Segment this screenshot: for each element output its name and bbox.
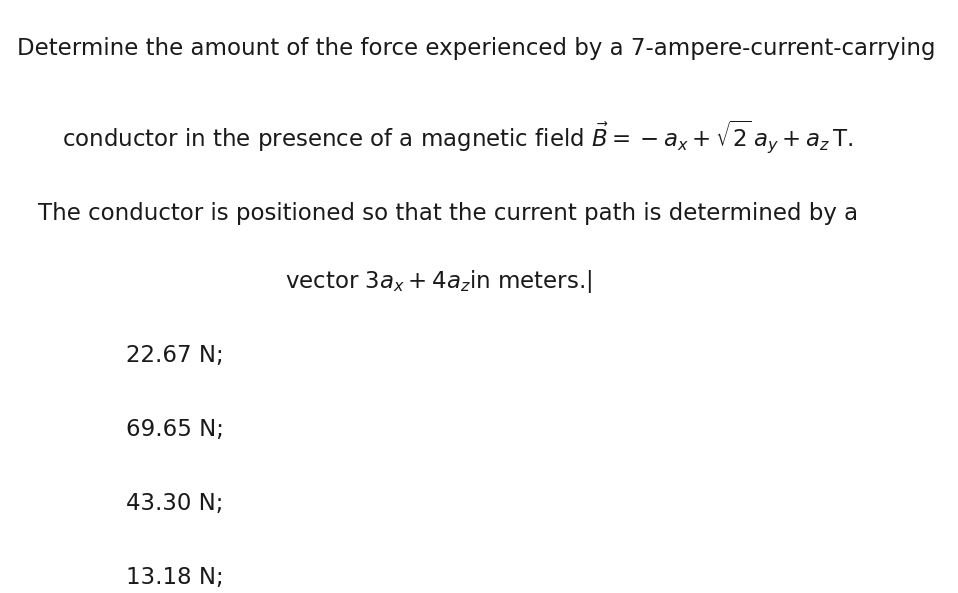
Text: 22.67 N;: 22.67 N; — [126, 344, 224, 367]
Text: 13.18 N;: 13.18 N; — [126, 566, 224, 589]
Text: conductor in the presence of a magnetic field $\vec{B} = -a_x + \sqrt{2}\,a_y + : conductor in the presence of a magnetic … — [62, 119, 854, 155]
Text: 43.30 N;: 43.30 N; — [126, 492, 224, 515]
Text: The conductor is positioned so that the current path is determined by a: The conductor is positioned so that the … — [38, 202, 858, 225]
Text: vector $3a_x + 4a_z$in meters.|: vector $3a_x + 4a_z$in meters.| — [285, 268, 593, 295]
Text: 69.65 N;: 69.65 N; — [126, 418, 224, 441]
Text: Determine the amount of the force experienced by a 7-ampere-current-carrying: Determine the amount of the force experi… — [17, 37, 936, 60]
